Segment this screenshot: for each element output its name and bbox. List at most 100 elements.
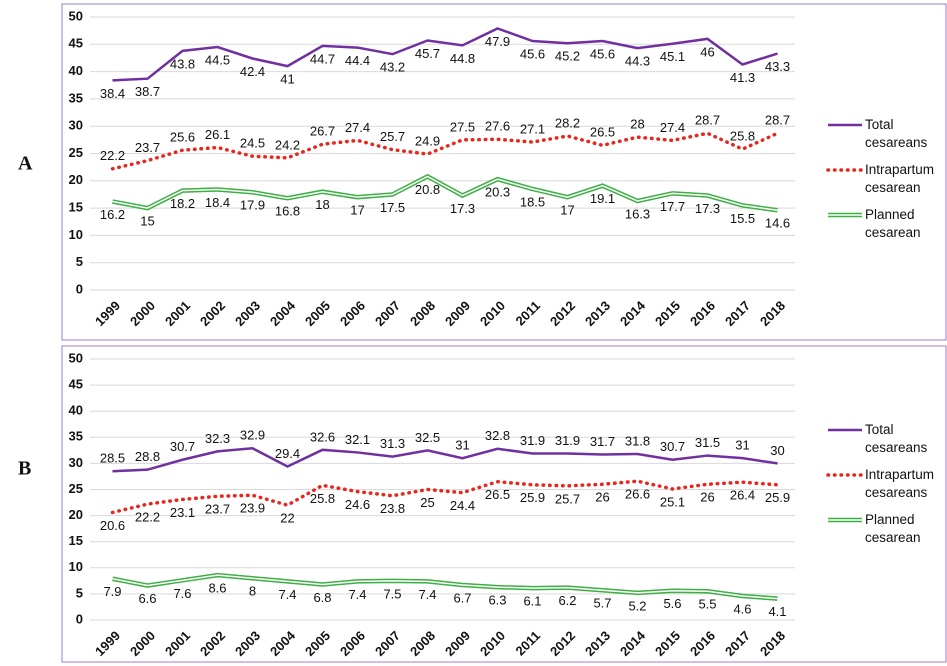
x-tick-label: 2003 (232, 628, 263, 659)
panel-label: A (18, 153, 33, 175)
data-label: 18.2 (170, 196, 195, 211)
x-tick-label: 2015 (652, 628, 683, 659)
data-label: 17 (560, 203, 574, 218)
data-label: 26.5 (590, 125, 615, 140)
data-label: 44.7 (310, 51, 335, 66)
data-label: 41 (280, 72, 294, 87)
x-tick-label: 2014 (617, 297, 649, 329)
y-tick-label: 10 (69, 227, 83, 242)
x-tick-label: 2000 (127, 628, 158, 659)
legend-item: Intrapartum cesareans (865, 467, 935, 500)
data-label: 6.8 (313, 590, 331, 605)
data-label: 25.8 (310, 491, 335, 506)
data-label: 44.3 (625, 54, 650, 69)
x-tick-label: 2005 (302, 298, 333, 329)
y-tick-label: 15 (69, 533, 83, 548)
y-tick-label: 0 (76, 611, 83, 626)
data-label: 43.2 (380, 60, 405, 75)
data-label: 17 (350, 203, 364, 218)
x-tick-label: 2000 (127, 298, 158, 329)
data-label: 26.1 (205, 127, 230, 142)
x-tick-label: 2009 (442, 628, 473, 659)
x-tick-label: 2010 (477, 298, 508, 329)
data-label: 25.6 (170, 130, 195, 145)
legend-label: Intrapartum cesareans (865, 467, 935, 500)
data-label: 24.2 (275, 137, 300, 152)
data-label: 45.1 (660, 49, 685, 64)
data-label: 17.5 (380, 200, 405, 215)
data-label: 29.4 (275, 446, 300, 461)
data-label: 22.2 (100, 148, 125, 163)
x-tick-label: 1999 (92, 628, 123, 659)
data-label: 28 (630, 117, 644, 132)
x-tick-label: 2007 (372, 298, 403, 329)
x-tick-label: 2014 (617, 627, 649, 659)
x-tick-label: 2011 (513, 298, 544, 329)
data-label: 44.5 (205, 52, 230, 67)
data-label: 32.8 (485, 428, 510, 443)
data-label: 26.6 (625, 487, 650, 502)
series-line (110, 479, 780, 515)
data-label: 45.6 (590, 46, 615, 61)
data-label: 22 (280, 511, 294, 526)
y-tick-label: 25 (69, 145, 83, 160)
x-tick-label: 2016 (687, 628, 718, 659)
data-label: 24.6 (345, 497, 370, 512)
data-label: 25.7 (555, 491, 580, 506)
data-label: 25.7 (380, 129, 405, 144)
y-tick-label: 20 (69, 172, 83, 187)
x-tick-label: 2017 (722, 628, 753, 659)
panel-frame (61, 3, 947, 341)
data-label: 16.2 (100, 207, 125, 222)
y-tick-label: 40 (69, 403, 83, 418)
data-label: 31.7 (590, 434, 615, 449)
series-line-inner (112, 175, 778, 212)
x-tick-label: 2012 (547, 298, 578, 329)
data-label: 17.3 (450, 201, 475, 216)
data-label: 5.6 (663, 596, 681, 611)
x-tick-label: 2015 (652, 298, 683, 329)
data-label: 38.4 (100, 86, 125, 101)
x-tick-label: 2013 (582, 298, 613, 329)
data-label: 30.7 (170, 439, 195, 454)
y-tick-label: 50 (69, 350, 83, 365)
data-label: 27.6 (485, 119, 510, 134)
series-line-inner (112, 574, 778, 600)
data-label: 23.9 (240, 501, 265, 516)
legend-label: Planned cesarean (865, 207, 921, 240)
data-label: 28.5 (100, 451, 125, 466)
data-label: 28.2 (555, 115, 580, 130)
x-tick-label: 2006 (337, 628, 368, 659)
data-label: 26 (700, 490, 714, 505)
data-label: 22.2 (135, 510, 160, 525)
data-label: 17.7 (660, 199, 685, 214)
data-label: 27.1 (520, 121, 545, 136)
data-label: 27.5 (450, 119, 475, 134)
x-tick-label: 2002 (197, 628, 228, 659)
x-tick-label: 2004 (267, 627, 299, 659)
data-label: 7.4 (278, 587, 296, 602)
y-tick-label: 40 (69, 63, 83, 78)
x-tick-label: 2008 (407, 298, 438, 329)
x-tick-label: 2004 (267, 297, 299, 329)
data-label: 31.9 (555, 433, 580, 448)
x-tick-label: 2008 (407, 628, 438, 659)
data-label: 30.7 (660, 439, 685, 454)
data-label: 31.5 (695, 435, 720, 450)
x-tick-label: 2010 (477, 628, 508, 659)
x-tick-label: 2006 (337, 298, 368, 329)
data-label: 24.9 (415, 133, 440, 148)
data-label: 32.1 (345, 432, 370, 447)
x-tick-label: 2007 (372, 628, 403, 659)
data-label: 45.7 (415, 46, 440, 61)
data-label: 23.7 (135, 140, 160, 155)
data-label: 6.3 (488, 593, 506, 608)
data-label: 26 (595, 490, 609, 505)
data-label: 31.8 (625, 433, 650, 448)
y-tick-label: 35 (69, 90, 83, 105)
series-line (112, 446, 778, 473)
y-tick-label: 50 (69, 8, 83, 23)
data-label: 44.4 (345, 53, 370, 68)
y-tick-label: 10 (69, 559, 83, 574)
